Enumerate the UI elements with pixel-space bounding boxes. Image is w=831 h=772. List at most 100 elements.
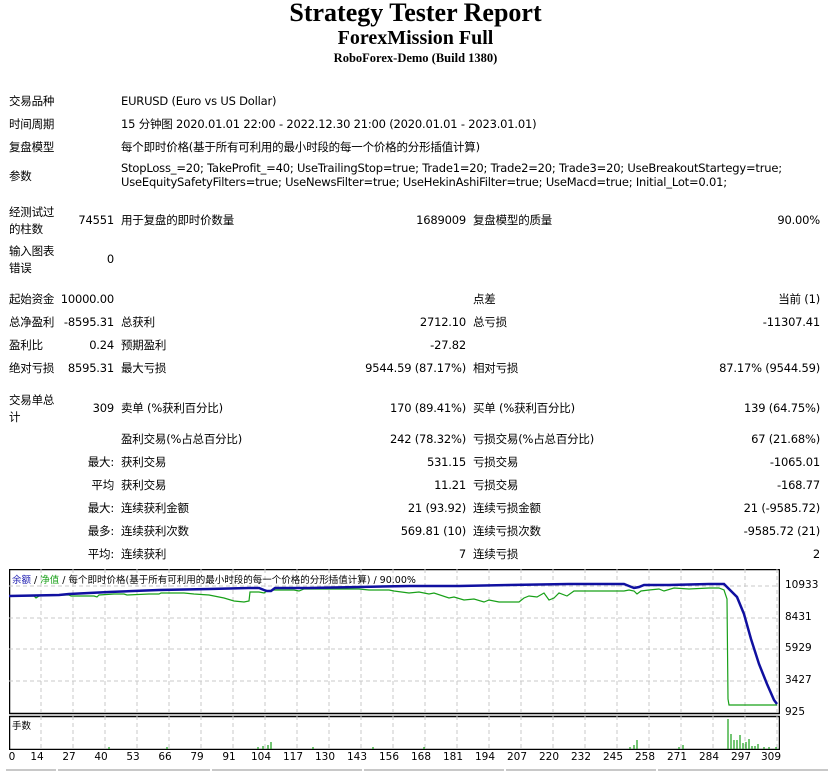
ticks-label: 用于复盘的即时价数量 (121, 213, 234, 227)
balance-line (9, 582, 778, 705)
x-tick-label: 40 (94, 751, 108, 763)
short-positions-value: 170 (89.41%) (389, 401, 466, 415)
lots-plot-frame (9, 715, 780, 750)
gross-profit-label: 总获利 (121, 315, 155, 329)
maximal-consec-profit-label: 连续获利次数 (121, 524, 189, 538)
legend-equity: 净值 (40, 575, 60, 586)
x-tick-label: 91 (222, 751, 236, 763)
profit-factor-value: 0.24 (89, 338, 114, 352)
maximal-consec-profit-value: 569.81 (10) (400, 524, 467, 538)
largest-loss-label: 亏损交易 (473, 455, 519, 469)
table-divider (6, 769, 56, 771)
x-tick-label: 66 (158, 751, 172, 763)
ticks-value: 1689009 (416, 213, 466, 227)
x-tick-label: 79 (190, 751, 204, 763)
initial-deposit-label: 起始资金 (9, 292, 55, 306)
long-positions-label: 买单 (%获利百分比) (473, 401, 575, 415)
equity-line (9, 587, 777, 706)
period-value: 15 分钟图 2020.01.01 22:00 - 2022.12.30 21:… (121, 117, 537, 131)
lots-label: 手数 (12, 721, 32, 732)
quality-label: 复盘模型的质量 (473, 213, 553, 227)
x-tick-label: 143 (346, 751, 368, 763)
maximal-consec-loss-value: -9585.72 (21) (743, 524, 821, 538)
max-drawdown-value: 9544.59 (87.17%) (365, 361, 466, 375)
chart-legend: 余额 / 净值 / 每个即时价格(基于所有可利用的最小时段的每一个价格的分形插值… (12, 572, 416, 586)
net-profit-label: 总净盈利 (9, 315, 55, 329)
average-loss-label: 亏损交易 (473, 478, 519, 492)
x-tick-label: 220 (538, 751, 560, 763)
gross-loss-value: -11307.41 (762, 315, 820, 329)
largest-loss-value: -1065.01 (769, 455, 820, 469)
average-profit-label: 获利交易 (121, 478, 167, 492)
profit-trades-value: 242 (78.32%) (389, 432, 466, 446)
spread-label: 点差 (473, 292, 496, 306)
y-tick-label: 925 (785, 706, 806, 718)
initial-deposit-value: 10000.00 (60, 292, 114, 306)
maximal-prefix: 最多: (87, 524, 114, 538)
net-profit-value: -8595.31 (63, 315, 114, 329)
expected-payoff-value: -27.82 (430, 338, 466, 352)
y-tick-label: 3427 (785, 674, 812, 686)
loss-trades-label: 亏损交易(%占总百分比) (473, 432, 594, 446)
x-tick-label: 309 (760, 751, 782, 763)
expected-payoff-label: 预期盈利 (121, 338, 167, 352)
gross-profit-value: 2712.10 (419, 315, 466, 329)
largest-profit-value: 531.15 (426, 455, 466, 469)
y-tick-label: 8431 (785, 611, 812, 623)
x-tick-label: 181 (442, 751, 464, 763)
spread-value: 当前 (1) (778, 292, 820, 306)
average-loss-value: -168.77 (777, 478, 820, 492)
x-tick-label: 104 (250, 751, 272, 763)
x-tick-label: 27 (62, 751, 76, 763)
short-positions-label: 卖单 (%获利百分比) (121, 401, 223, 415)
report-title: Strategy Tester Report (289, 0, 542, 27)
chart-grid (9, 569, 779, 750)
legend-balance: 余额 (12, 575, 32, 586)
max-consec-wins-value: 21 (93.92) (407, 501, 466, 515)
server-build: RoboForex-Demo (Build 1380) (333, 51, 498, 65)
x-tick-label: 130 (314, 751, 336, 763)
rel-drawdown-value: 87.17% (9544.59) (719, 361, 820, 375)
table-divider (364, 769, 504, 771)
abs-drawdown-label: 绝对亏损 (9, 361, 55, 375)
table-divider (506, 769, 656, 771)
table-divider (58, 769, 210, 771)
max-drawdown-label: 最大亏损 (121, 361, 167, 375)
x-tick-label: 232 (570, 751, 592, 763)
x-tick-label: 245 (602, 751, 624, 763)
errors-value: 0 (106, 252, 114, 266)
table-divider (212, 769, 362, 771)
x-tick-label: 0 (8, 751, 16, 763)
bars-label: 经测试过的柱数 (9, 205, 55, 236)
y-tick-label: 10933 (785, 579, 819, 591)
max-consec-losses-value: 21 (-9585.72) (743, 501, 821, 515)
legend-separator: / (31, 575, 41, 586)
total-trades-value: 309 (92, 401, 115, 415)
model-label: 复盘模型 (9, 140, 55, 154)
x-tick-label: 194 (474, 751, 496, 763)
long-positions-value: 139 (64.75%) (743, 401, 820, 415)
model-value: 每个即时价格(基于所有可利用的最小时段的每一个价格的分形插值计算) (121, 140, 480, 154)
bars-value: 74551 (78, 213, 114, 227)
x-tick-label: 168 (410, 751, 432, 763)
maximal-consec-loss-label: 连续亏损次数 (473, 524, 541, 538)
total-trades-label: 交易单总计 (9, 393, 55, 424)
x-tick-label: 207 (506, 751, 528, 763)
lots-bars (108, 719, 777, 749)
x-tick-label: 297 (730, 751, 752, 763)
x-tick-label: 14 (30, 751, 44, 763)
quality-value: 90.00% (777, 213, 820, 227)
errors-label: 输入图表错误 (9, 244, 55, 275)
average-prefix: 平均 (91, 478, 114, 492)
symbol-value: EURUSD (Euro vs US Dollar) (121, 94, 277, 108)
max-consec-losses-label: 连续亏损金额 (473, 501, 541, 515)
avg-consec-wins-value: 7 (458, 547, 466, 561)
x-tick-label: 53 (126, 751, 140, 763)
y-tick-label: 5929 (785, 642, 812, 654)
gross-loss-label: 总亏损 (473, 315, 507, 329)
abs-drawdown-value: 8595.31 (67, 361, 114, 375)
legend-model-quality: / 每个即时价格(基于所有可利用的最小时段的每一个价格的分形插值计算) / 90… (59, 575, 416, 586)
x-tick-label: 258 (634, 751, 656, 763)
params-label: 参数 (9, 169, 32, 183)
x-tick-label: 284 (698, 751, 720, 763)
